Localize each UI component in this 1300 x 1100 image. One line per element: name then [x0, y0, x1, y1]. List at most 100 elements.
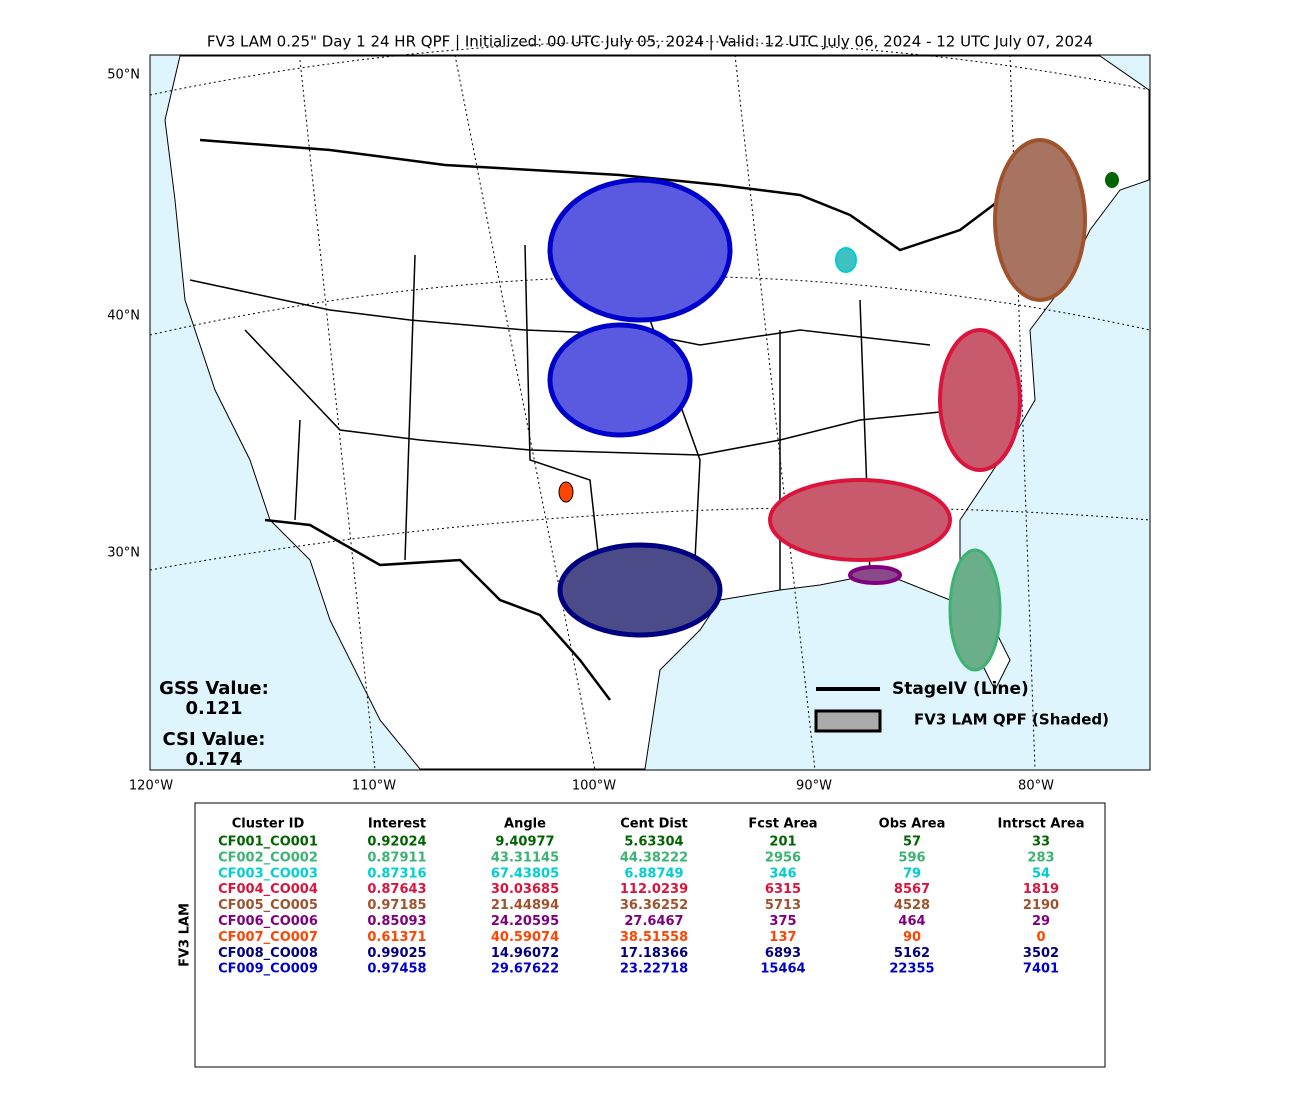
border — [199, 138, 1041, 252]
table-cell: CF008_CO008 — [218, 946, 318, 961]
table-cell: 5162 — [894, 946, 930, 961]
title: FV3 LAM 0.25" Day 1 24 HR QPF | Initiali… — [207, 33, 1093, 51]
table-cell: 3502 — [1023, 946, 1059, 961]
table-cell: 30.03685 — [491, 882, 559, 897]
table-cell: 0.61371 — [367, 930, 426, 945]
csi-label: CSI Value: — [163, 729, 266, 750]
table-cell: 29.67622 — [491, 962, 559, 977]
table-cell: 38.51558 — [620, 930, 688, 945]
table-cell: 0 — [1036, 930, 1045, 945]
table-cell: 0.92024 — [367, 835, 426, 850]
table-cell: 2190 — [1023, 898, 1059, 913]
table-cell: 0.87911 — [367, 850, 426, 865]
table-cell: 15464 — [760, 962, 805, 977]
cluster — [993, 138, 1087, 302]
cluster — [547, 177, 733, 323]
lon-label: 110°W — [352, 779, 396, 794]
gss-value: 0.121 — [186, 698, 243, 719]
table-cell: 17.18366 — [620, 946, 688, 961]
cluster — [557, 542, 723, 638]
table-cell: 14.96072 — [491, 946, 559, 961]
table-cell: CF009_CO009 — [218, 962, 318, 977]
table-side-label: FV3 LAM — [178, 903, 193, 967]
table-cell: 27.6467 — [624, 914, 683, 929]
graticule — [149, 40, 1151, 771]
table-cell: CF003_CO003 — [218, 866, 318, 881]
lat-label: 50°N — [107, 68, 140, 83]
table-cell: CF002_CO002 — [218, 850, 318, 865]
table-cell: 137 — [769, 930, 796, 945]
table-cell: 346 — [769, 866, 796, 881]
lon-label: 80°W — [1018, 779, 1054, 794]
table-cell: 0.97458 — [367, 962, 426, 977]
table-cell: 9.40977 — [495, 835, 554, 850]
table-cell: 0.97185 — [367, 898, 426, 913]
table-cell: 0.87316 — [367, 866, 426, 881]
table-cell: 21.44894 — [491, 898, 559, 913]
table-cell: 6315 — [765, 882, 801, 897]
legend-swatch — [814, 709, 882, 733]
column-header: Fcst Area — [748, 817, 817, 832]
column-header: Obs Area — [879, 817, 946, 832]
table-cell: 6.88749 — [624, 866, 683, 881]
table-cell: 24.20595 — [491, 914, 559, 929]
table-cell: CF004_CO004 — [218, 882, 318, 897]
cluster — [1105, 172, 1119, 188]
map: StageIV (Line) FV3 LAM QPF (Shaded) GSS … — [149, 40, 1151, 771]
column-header: Intrsct Area — [998, 817, 1085, 832]
table-cell: 4528 — [894, 898, 930, 913]
table-frame — [194, 802, 1106, 1068]
table-cell: 2956 — [765, 850, 801, 865]
table-cell: 5.63304 — [624, 835, 683, 850]
table-cell: 33 — [1032, 835, 1050, 850]
lat-label: 40°N — [107, 309, 140, 324]
table: Cluster ID Interest Angle Cent Dist Fcst Are… — [218, 817, 1084, 977]
table-cell: 22355 — [889, 962, 934, 977]
cluster — [835, 247, 857, 273]
table-cell: 375 — [769, 914, 796, 929]
table-cell: 596 — [898, 850, 925, 865]
table-cell: 54 — [1032, 866, 1050, 881]
table-cell: 36.36252 — [620, 898, 688, 913]
table-cell: 1819 — [1023, 882, 1059, 897]
table-cell: 5713 — [765, 898, 801, 913]
table-cell: 8567 — [894, 882, 930, 897]
gss-label: GSS Value: — [159, 678, 269, 699]
axis-labels: 50°N 40°N 30°N 120°W 110°W 100°W 90°W 80°W — [107, 68, 1054, 794]
cluster — [768, 478, 952, 562]
table-cell: 0.99025 — [367, 946, 426, 961]
table-cell: 40.59074 — [491, 930, 559, 945]
clusters — [547, 138, 1119, 672]
table-cell: 6893 — [765, 946, 801, 961]
cluster — [848, 565, 902, 585]
legend-label: FV3 LAM QPF (Shaded) — [914, 711, 1109, 729]
cluster — [948, 548, 1002, 672]
cluster — [558, 481, 574, 503]
table-cell: 464 — [898, 914, 925, 929]
table-cell: 90 — [903, 930, 921, 945]
table-cell: 67.43805 — [491, 866, 559, 881]
csi-value: 0.174 — [186, 749, 243, 770]
table-cell: CF006_CO006 — [218, 914, 318, 929]
lon-label: 100°W — [572, 779, 616, 794]
table-cell: 0.87643 — [367, 882, 426, 897]
column-header: Angle — [504, 817, 546, 832]
column-header: Interest — [368, 817, 426, 832]
column-header: Cluster ID — [232, 817, 305, 832]
legend-label: StageIV (Line) — [892, 679, 1029, 699]
table-cell: 79 — [903, 866, 921, 881]
cluster — [547, 322, 693, 438]
lon-label: 90°W — [796, 779, 832, 794]
cluster — [938, 328, 1022, 472]
table-cell: 0.85093 — [367, 914, 426, 929]
table-cell: 57 — [903, 835, 921, 850]
table-cell: 283 — [1027, 850, 1054, 865]
lat-label: 30°N — [107, 546, 140, 561]
table-cell: 44.38222 — [620, 850, 688, 865]
table-cell: CF001_CO001 — [218, 835, 318, 850]
table-cell: 43.31145 — [491, 850, 559, 865]
lon-label: 120°W — [129, 779, 173, 794]
table-cell: 7401 — [1023, 962, 1059, 977]
column-header: Cent Dist — [620, 817, 688, 832]
